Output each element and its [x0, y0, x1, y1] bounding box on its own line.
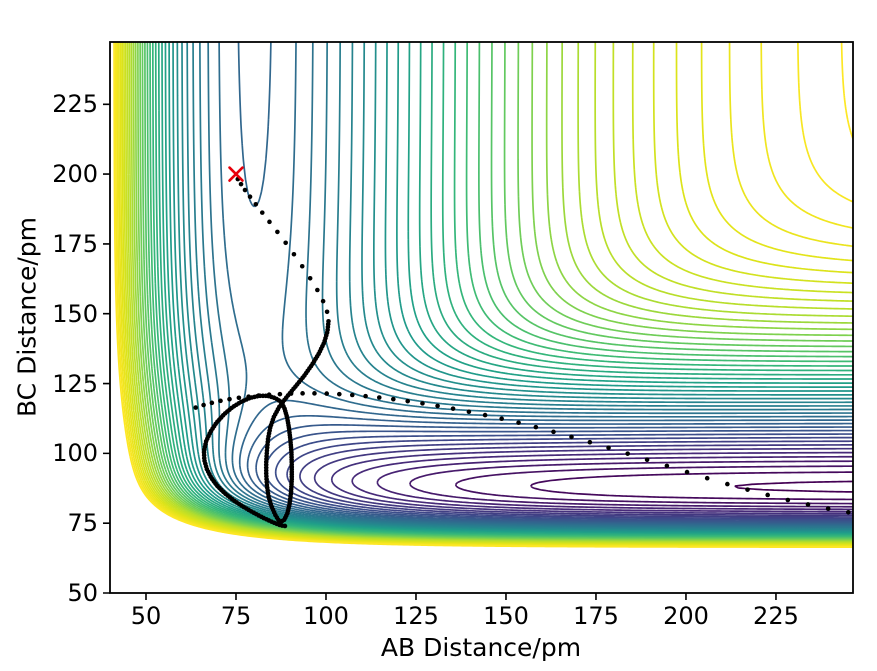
- y-tick-label: 200: [52, 160, 98, 189]
- y-tick-label: 125: [52, 369, 98, 398]
- y-tick-label: 175: [52, 229, 98, 258]
- y-tick-label: 50: [67, 579, 98, 607]
- x-tick-label: 50: [130, 602, 162, 630]
- x-tick-label: 200: [663, 602, 709, 630]
- x-tick-label: 150: [483, 602, 529, 630]
- y-axis-label: BC Distance/pm: [12, 216, 42, 418]
- x-axis-label: AB Distance/pm: [380, 633, 582, 662]
- y-tick-label: 150: [52, 299, 98, 328]
- x-tick-label: 75: [220, 602, 252, 630]
- x-tick-label: 175: [573, 602, 619, 630]
- y-tick-label: 225: [52, 90, 98, 119]
- x-tick-label: 125: [393, 602, 439, 630]
- y-tick-label: 100: [52, 439, 98, 468]
- x-tick-label: 100: [303, 602, 349, 630]
- x-tick-label: 225: [753, 602, 799, 630]
- y-tick-label: 75: [67, 509, 98, 538]
